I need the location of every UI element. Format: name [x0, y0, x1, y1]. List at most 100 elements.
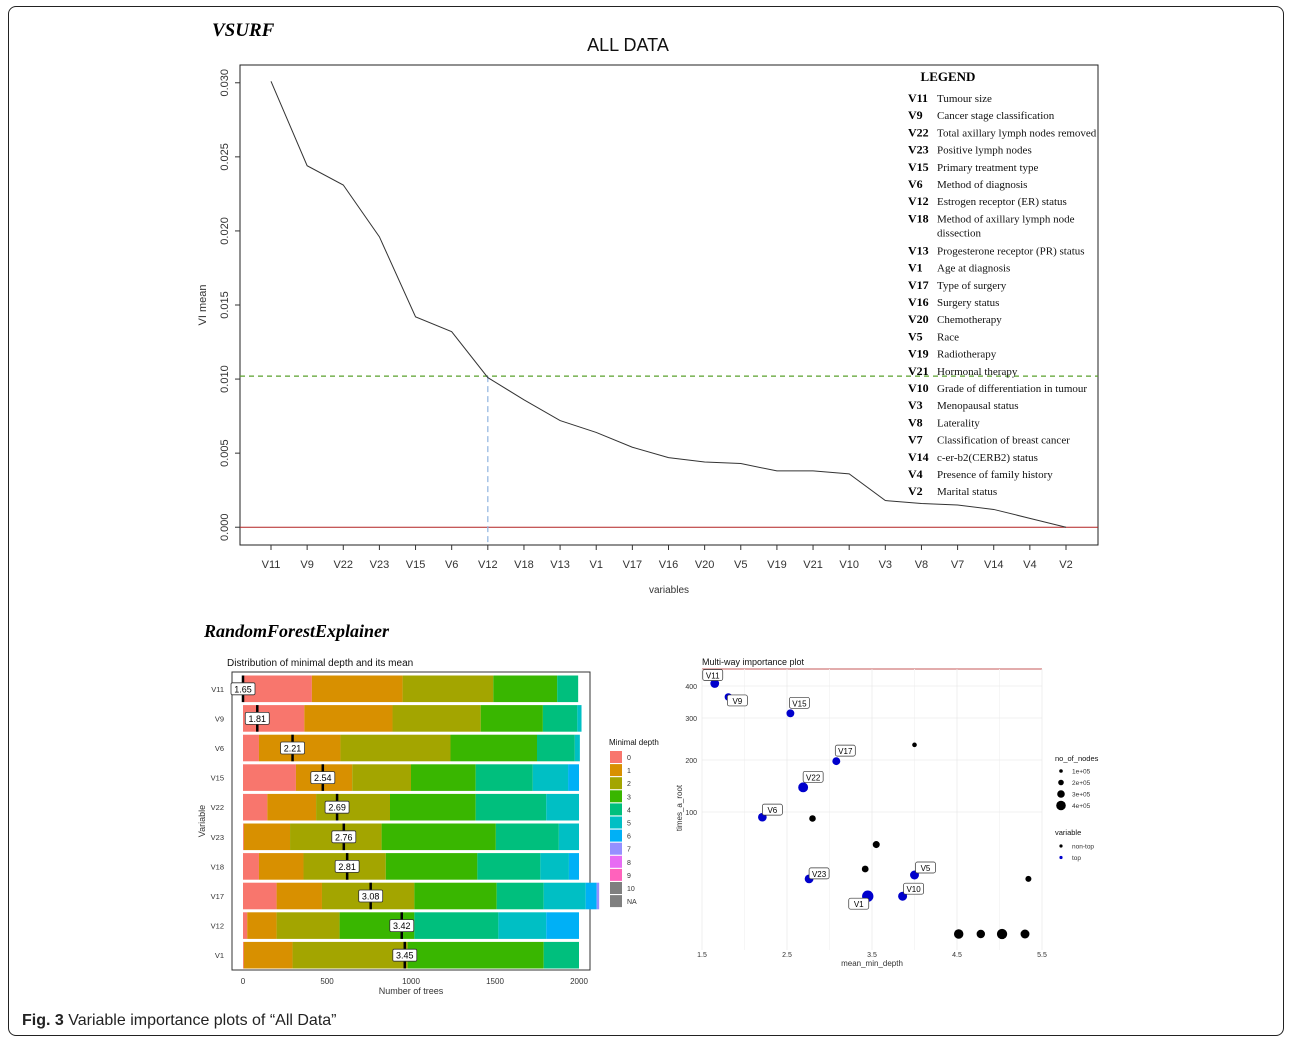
multiway-y-tick-label: 300: [685, 716, 697, 723]
multiway-point-label: V15: [792, 699, 807, 708]
vsurf-legend-desc: Method of diagnosis: [937, 179, 1027, 191]
depth-bar-segment: [542, 705, 578, 732]
depth-bar-segment: [596, 882, 600, 910]
depth-mean-label: 3.45: [396, 951, 414, 961]
multiway-color-legend-dot: [1059, 855, 1063, 860]
depth-legend-label: 3: [627, 794, 631, 801]
depth-bar-segment: [243, 882, 277, 910]
vsurf-legend-title: LEGEND: [921, 69, 976, 84]
multiway-x-tick-label: 1.5: [697, 952, 707, 959]
multiway-point: [798, 782, 809, 793]
depth-legend-label: 2: [627, 781, 631, 788]
multiway-point-label: V22: [806, 773, 821, 782]
depth-bar-segment: [577, 705, 582, 732]
vsurf-x-axis-label: variables: [649, 585, 689, 596]
vsurf-legend-code: V4: [908, 467, 923, 481]
vsurf-legend-code: V23: [908, 143, 929, 157]
vsurf-legend-code: V15: [908, 160, 929, 174]
depth-legend-title: Minimal depth: [609, 738, 659, 747]
vsurf-legend-code: V6: [908, 177, 923, 191]
vsurf-legend-code: V10: [908, 381, 929, 395]
vsurf-x-tick-label: V17: [623, 559, 643, 571]
vsurf-legend-code: V11: [908, 91, 928, 105]
depth-y-tick-label: V1: [215, 951, 224, 960]
figure-frame: [8, 6, 1284, 1036]
depth-bar-segment: [352, 764, 411, 791]
vsurf-x-tick-label: V9: [300, 559, 313, 571]
depth-bar-segment: [243, 941, 244, 969]
depth-bar-segment: [568, 853, 579, 880]
vsurf-legend-code: V5: [908, 329, 923, 343]
vsurf-legend-desc: Classification of breast cancer: [937, 435, 1070, 447]
vsurf-legend-desc: Chemotherapy: [937, 314, 1002, 326]
vsurf-legend-desc: Race: [937, 331, 959, 343]
depth-bar-segment: [543, 882, 586, 910]
depth-bar-segment: [340, 734, 451, 762]
multiway-size-legend-label: 3e+05: [1072, 792, 1091, 799]
multiway-x-axis-label: mean_min_depth: [841, 959, 903, 968]
depth-y-tick-label: V15: [211, 774, 224, 783]
depth-mean-label-box: [392, 948, 418, 962]
multiway-color-legend-label: top: [1072, 855, 1081, 862]
multiway-size-legend-dot: [1058, 779, 1064, 786]
multiway-point: [710, 679, 720, 688]
depth-y-tick-label: V22: [211, 803, 224, 812]
depth-bar-segment: [414, 912, 499, 939]
vsurf-legend-code: V18: [908, 211, 929, 225]
depth-legend-swatch: [610, 790, 622, 803]
depth-mean-label-box: [310, 771, 336, 784]
vsurf-legend-desc: Laterality: [937, 417, 980, 429]
depth-x-tick-label: 2000: [570, 977, 588, 986]
depth-bar-segment: [385, 853, 478, 880]
multiway-point-label-box: [702, 669, 724, 681]
vsurf-legend-desc: Total axillary lymph nodes removed: [937, 127, 1097, 139]
vsurf-x-tick-label: V21: [803, 559, 823, 571]
depth-legend-label: 1: [627, 768, 631, 775]
depth-x-tick-label: 500: [320, 977, 334, 986]
depth-legend-swatch: [610, 829, 622, 842]
multiway-size-legend-label: 2e+05: [1072, 780, 1091, 787]
multiway-point: [861, 865, 869, 873]
vsurf-legend-code: V20: [908, 312, 929, 326]
vsurf-x-tick-label: V18: [514, 559, 534, 571]
vsurf-y-tick-label: 0.010: [219, 365, 231, 393]
depth-legend-swatch: [610, 882, 622, 894]
depth-bar-segment: [493, 675, 558, 703]
depth-legend-label: 4: [627, 807, 631, 814]
multiway-point-label: V1: [854, 900, 864, 909]
vsurf-x-tick-label: V7: [951, 559, 964, 571]
depth-legend-swatch: [610, 842, 622, 855]
depth-bar-segment: [276, 882, 322, 910]
depth-bar-segment: [247, 912, 277, 939]
vsurf-x-tick-label: V22: [333, 559, 353, 571]
depth-legend-swatch: [610, 764, 622, 777]
vsurf-x-tick-label: V4: [1023, 559, 1036, 571]
multiway-point-label-box: [808, 867, 830, 880]
multiway-color-legend-title: variable: [1055, 828, 1081, 837]
depth-mean-label: 2.54: [314, 773, 332, 783]
depth-bar-segment: [267, 793, 317, 821]
multiway-point-label: V11: [706, 671, 720, 680]
depth-bar-segment: [450, 734, 537, 762]
depth-bar-segment: [537, 734, 575, 762]
depth-legend-swatch: [610, 816, 622, 829]
vsurf-x-tick-label: V13: [550, 559, 570, 571]
multiway-point: [1025, 875, 1032, 882]
depth-bar-segment: [243, 823, 244, 851]
depth-bar-segment: [558, 823, 579, 851]
vsurf-x-tick-label: V2: [1059, 559, 1072, 571]
depth-bar-segment: [495, 823, 559, 851]
multiway-point: [786, 709, 795, 718]
depth-bar-segment: [543, 941, 579, 969]
depth-bar-segment: [392, 705, 481, 732]
vsurf-legend-desc: Hormonal therapy: [937, 366, 1018, 378]
multiway-x-tick-label: 4.5: [952, 952, 962, 959]
vsurf-x-tick-label: V10: [839, 559, 859, 571]
vsurf-x-tick-label: V5: [734, 559, 747, 571]
depth-legend-swatch: [610, 777, 622, 790]
depth-bar-segment: [243, 764, 296, 791]
multiway-point: [832, 757, 841, 766]
depth-legend-label: 10: [627, 886, 635, 893]
